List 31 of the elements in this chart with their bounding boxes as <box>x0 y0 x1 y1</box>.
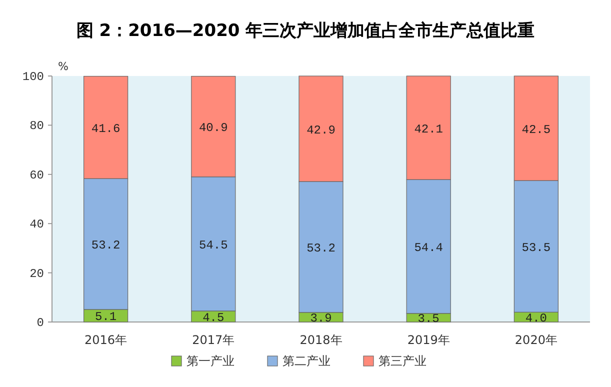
x-tick-label: 2016年 <box>84 333 128 347</box>
y-axis-title: % <box>58 60 68 73</box>
x-tick-label: 2017年 <box>192 333 235 347</box>
data-label: 42.9 <box>306 123 336 138</box>
data-label: 53.5 <box>522 240 551 255</box>
y-tick-label: 80 <box>30 119 44 134</box>
data-label: 42.1 <box>414 122 444 136</box>
data-label: 4.5 <box>202 310 224 325</box>
y-tick-label: 40 <box>30 218 44 232</box>
data-label: 3.9 <box>310 312 332 326</box>
legend-label: 第三产业 <box>378 354 426 368</box>
y-tick-label: 20 <box>30 266 44 281</box>
data-label: 54.4 <box>414 240 444 255</box>
legend-label: 第一产业 <box>186 354 234 368</box>
y-tick-label: 60 <box>30 168 44 182</box>
chart-title: 图 2：2016—2020 年三次产业增加值占全市生产总值比重 <box>76 21 535 41</box>
data-label: 4.0 <box>525 312 548 326</box>
data-label: 3.5 <box>418 312 440 326</box>
data-label: 53.2 <box>306 241 336 256</box>
data-label: 40.9 <box>198 121 228 136</box>
data-label: 53.2 <box>91 238 120 253</box>
data-label: 42.5 <box>522 122 551 137</box>
x-tick-label: 2019年 <box>407 333 450 347</box>
y-tick-label: 0 <box>36 316 44 330</box>
legend-label: 第二产业 <box>282 354 330 368</box>
y-tick-label: 100 <box>22 70 44 84</box>
data-label: 5.1 <box>94 310 117 324</box>
data-label: 41.6 <box>91 122 120 136</box>
x-tick-label: 2018年 <box>300 333 342 347</box>
data-label: 54.5 <box>198 238 228 252</box>
x-tick-label: 2020年 <box>514 333 558 347</box>
